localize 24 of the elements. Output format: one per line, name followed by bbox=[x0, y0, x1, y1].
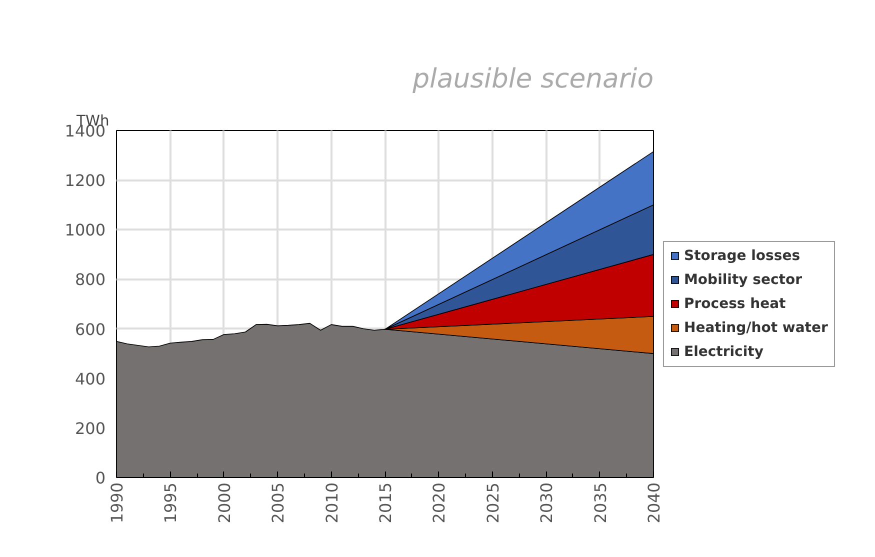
legend-label: Storage losses bbox=[684, 248, 802, 264]
x-tick-label: 2025 bbox=[483, 482, 502, 524]
legend-label: Mobility sector bbox=[684, 272, 804, 288]
legend-label: Electricity bbox=[684, 344, 764, 360]
text: plausible scenario bbox=[412, 64, 654, 94]
legend-label: Process heat bbox=[684, 296, 787, 312]
y-tick-label: 0 bbox=[95, 468, 106, 488]
x-tick-label: 2035 bbox=[590, 482, 610, 524]
y-tick-label: 400 bbox=[74, 369, 106, 388]
y-tick-label: 1200 bbox=[64, 171, 106, 190]
x-tick-label: 2040 bbox=[644, 482, 664, 524]
x-tick-label: 2010 bbox=[322, 482, 342, 524]
x-tick-label: 1995 bbox=[161, 482, 180, 524]
y-tick-label: 200 bbox=[74, 418, 106, 438]
x-tick-label: 2005 bbox=[268, 482, 288, 524]
y-tick-label: 600 bbox=[74, 320, 106, 339]
x-tick-label: 1990 bbox=[108, 482, 126, 524]
x-tick-label: 2000 bbox=[214, 482, 234, 524]
y-tick-label: 800 bbox=[74, 270, 106, 290]
legend-label: Heating/hot water bbox=[684, 320, 828, 336]
x-tick-label: 2020 bbox=[430, 482, 449, 524]
y-tick-label: 1000 bbox=[64, 220, 106, 240]
x-tick-label: 2015 bbox=[376, 482, 395, 524]
x-tick-label: 2030 bbox=[537, 482, 556, 524]
